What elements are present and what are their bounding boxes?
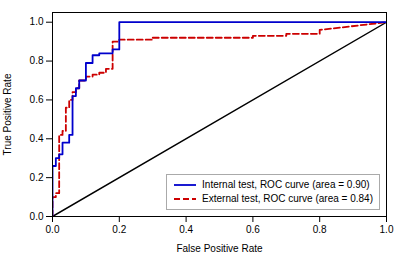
svg-text:0.8: 0.8: [313, 224, 327, 235]
svg-text:0.6: 0.6: [246, 224, 260, 235]
svg-text:0.2: 0.2: [112, 224, 126, 235]
html-text:External test, ROC curve (area: External test, ROC curve (area = 0.84): [202, 193, 373, 204]
svg-text:0.8: 0.8: [30, 55, 44, 66]
svg-text:1.0: 1.0: [380, 224, 394, 235]
svg-text:0.4: 0.4: [30, 133, 44, 144]
svg-text:1.0: 1.0: [30, 16, 44, 27]
svg-text:0.4: 0.4: [179, 224, 193, 235]
svg-text:0.6: 0.6: [30, 94, 44, 105]
svg-text:0.2: 0.2: [30, 172, 44, 183]
svg-text:False Positive Rate: False Positive Rate: [176, 243, 263, 254]
svg-text:0.0: 0.0: [30, 211, 44, 222]
svg-text:True Positive Rate: True Positive Rate: [2, 73, 13, 155]
html-text:Internal test, ROC curve (area: Internal test, ROC curve (area = 0.90): [202, 179, 370, 190]
svg-text:0.0: 0.0: [46, 224, 60, 235]
